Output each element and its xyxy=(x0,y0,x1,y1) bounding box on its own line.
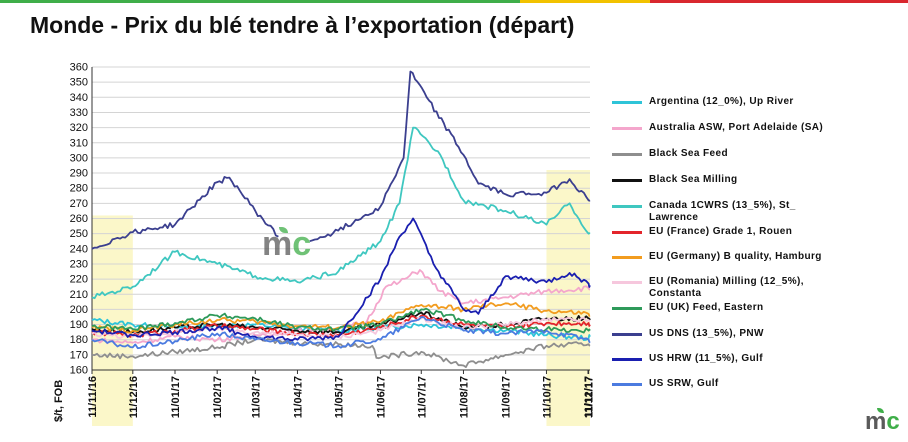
series-line-10 xyxy=(309,70,591,243)
x-tick-label: 11/09/17 xyxy=(501,376,513,418)
highlight-band-2 xyxy=(546,170,590,426)
legend-swatch xyxy=(612,127,642,130)
legend-swatch xyxy=(612,101,642,104)
legend-swatch xyxy=(612,256,642,259)
x-tick-label: 11/12/16 xyxy=(128,376,140,418)
legend-label: Canada 1CWRS (13_5%), St_ Lawrence xyxy=(649,200,796,223)
series-line-10 xyxy=(91,176,279,250)
leaf-icon xyxy=(279,227,288,233)
legend-label: Black Sea Feed xyxy=(649,148,728,159)
legend-label: EU (Romania) Milling (12_5%), Constanta xyxy=(649,276,804,299)
series-line-11 xyxy=(91,217,591,342)
legend-label: EU (UK) Feed, Eastern xyxy=(649,302,764,313)
y-tick-label: 180 xyxy=(70,334,88,346)
top-brand-bar xyxy=(0,0,908,3)
legend-label: EU (France) Grade 1, Rouen xyxy=(649,226,793,237)
legend-label: Argentina (12_0%), Up River xyxy=(649,96,794,107)
legend-swatch xyxy=(612,179,642,182)
legend-swatch xyxy=(612,307,642,310)
highlight-band-1 xyxy=(92,215,133,426)
legend-label: Black Sea Milling xyxy=(649,174,738,185)
y-tick-label: 300 xyxy=(70,152,88,164)
y-tick-label: 230 xyxy=(70,258,88,270)
legend-label: US SRW, Gulf xyxy=(649,378,719,389)
x-tick-label: 11/05/17 xyxy=(333,376,345,418)
y-tick-label: 220 xyxy=(70,274,88,286)
x-tick-label: 11/04/17 xyxy=(292,376,304,418)
x-tick-label: 11/12/17 xyxy=(583,376,595,418)
legend-label: EU (Germany) B quality, Hamburg xyxy=(649,251,822,262)
series-line-5 xyxy=(91,126,591,300)
y-tick-label: 170 xyxy=(70,349,88,361)
x-tick-label: 11/03/17 xyxy=(250,376,262,418)
x-tick-label: 11/07/17 xyxy=(416,376,428,418)
y-tick-label: 350 xyxy=(70,77,88,89)
series-line-12 xyxy=(91,316,591,350)
y-tick-label: 250 xyxy=(70,228,88,240)
x-tick-label: 11/11/17 xyxy=(584,376,596,418)
legend-swatch xyxy=(612,153,642,156)
y-tick-label: 340 xyxy=(70,92,88,104)
x-tick-label: 11/06/17 xyxy=(375,376,387,418)
x-tick-label: 11/08/17 xyxy=(458,376,470,418)
legend-swatch xyxy=(612,333,642,336)
legend-swatch xyxy=(612,281,642,284)
top-bar-yellow xyxy=(520,0,650,3)
x-tick-label: 11/02/17 xyxy=(212,376,224,418)
y-tick-label: 240 xyxy=(70,243,88,255)
leaf-icon xyxy=(877,408,884,413)
x-tick-label: 11/01/17 xyxy=(170,376,182,418)
series-line-8 xyxy=(91,316,591,340)
legend-label: Australia ASW, Port Adelaide (SA) xyxy=(649,122,824,133)
page-title: Monde - Prix du blé tendre à l’exportati… xyxy=(30,12,575,38)
legend-swatch xyxy=(612,383,642,386)
mc-watermark-logo: mc xyxy=(262,225,312,263)
y-tick-label: 200 xyxy=(70,304,88,316)
series-line-9 xyxy=(91,307,591,334)
legend-label: US HRW (11_5%), Gulf xyxy=(649,353,763,364)
y-tick-label: 320 xyxy=(70,122,88,134)
y-tick-label: 260 xyxy=(70,213,88,225)
y-tick-label: 330 xyxy=(70,107,88,119)
y-tick-label: 190 xyxy=(70,319,88,331)
y-tick-label: 290 xyxy=(70,168,88,180)
legend-swatch xyxy=(612,358,642,361)
y-tick-label: 270 xyxy=(70,198,88,210)
x-tick-label: 11/11/16 xyxy=(87,376,99,418)
top-bar-green xyxy=(0,0,520,3)
y-tick-label: 280 xyxy=(70,183,88,195)
y-tick-label: 160 xyxy=(70,365,88,377)
legend-label: US DNS (13_5%), PNW xyxy=(649,328,764,339)
y-tick-label: 210 xyxy=(70,289,88,301)
top-bar-red xyxy=(650,0,908,3)
x-tick-label: 11/10/17 xyxy=(541,376,553,418)
y-tick-label: 310 xyxy=(70,137,88,149)
chart-legend: Argentina (12_0%), Up River Australia ASW… xyxy=(612,88,904,398)
legend-swatch xyxy=(612,205,642,208)
y-tick-label: 360 xyxy=(70,62,88,74)
y-axis-label: $/t, FOB xyxy=(53,380,65,422)
mc-corner-logo: mc xyxy=(865,408,900,435)
legend-swatch xyxy=(612,231,642,234)
